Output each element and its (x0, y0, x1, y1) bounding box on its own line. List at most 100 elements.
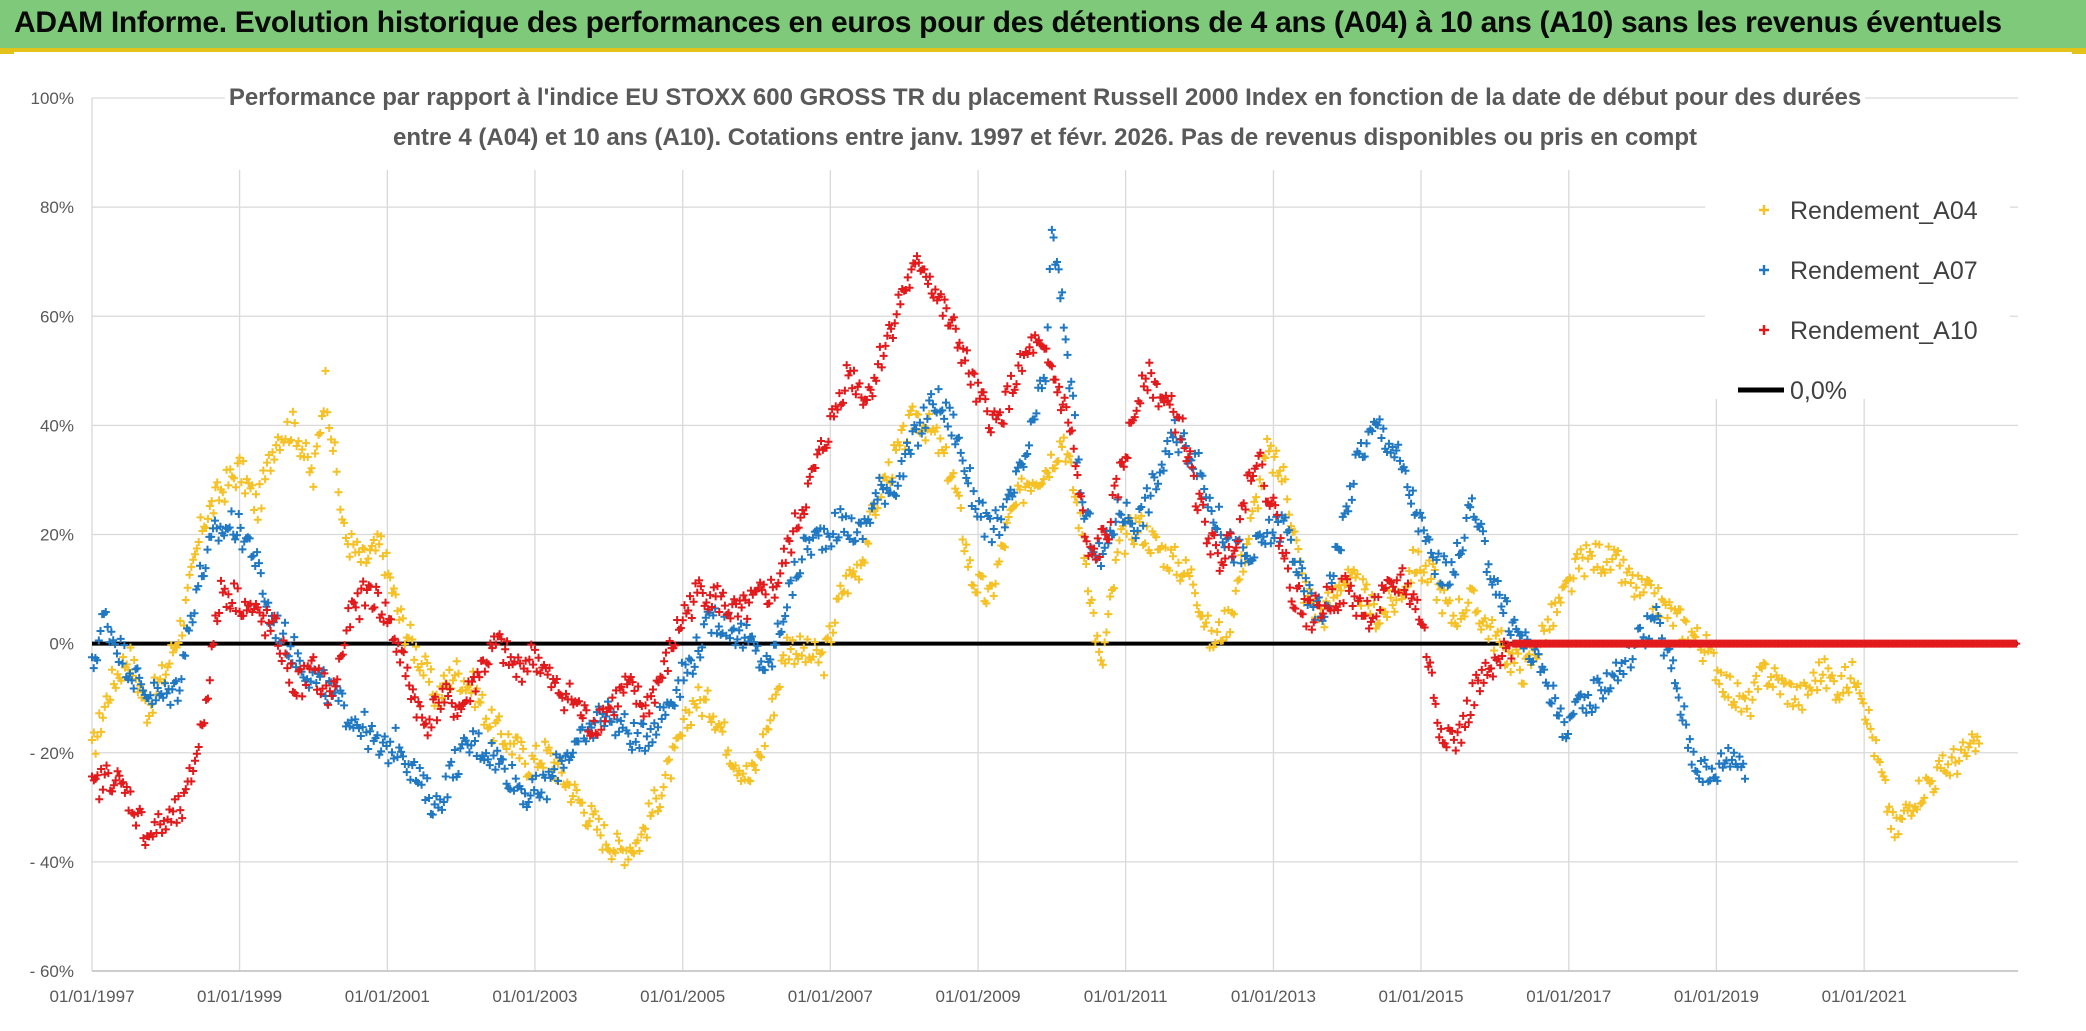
data-point (565, 679, 574, 688)
data-point (1563, 730, 1572, 739)
data-point (1141, 493, 1150, 502)
data-point (1248, 471, 1257, 480)
data-point (1104, 610, 1113, 619)
data-point (1709, 648, 1718, 657)
data-point (962, 346, 971, 355)
y-tick-label: 60% (40, 307, 74, 326)
data-point (1718, 688, 1727, 697)
data-point (146, 691, 155, 700)
data-point (325, 687, 334, 696)
data-point (1001, 387, 1010, 396)
data-point (596, 831, 605, 840)
data-point (543, 670, 552, 679)
data-point (444, 691, 453, 700)
data-point (850, 366, 859, 375)
data-point (941, 443, 950, 452)
data-point (737, 603, 746, 612)
data-point (526, 791, 535, 800)
data-point (1619, 555, 1628, 564)
data-point (965, 556, 974, 565)
data-point (1000, 523, 1009, 532)
data-point (1432, 555, 1441, 564)
data-point (839, 398, 848, 407)
data-point (513, 733, 522, 742)
data-point (1309, 618, 1318, 627)
data-point (1920, 793, 1929, 802)
data-point (1202, 539, 1211, 548)
data-point (344, 604, 353, 613)
data-point (1362, 580, 1371, 589)
data-point (256, 569, 265, 578)
data-point (657, 791, 666, 800)
data-point (801, 534, 810, 543)
data-point (1199, 500, 1208, 509)
data-point (1025, 441, 1034, 450)
data-point (816, 437, 825, 446)
data-point (1203, 503, 1212, 512)
data-point (811, 464, 820, 473)
data-point (620, 861, 629, 870)
data-point (956, 503, 965, 512)
data-point (355, 615, 364, 624)
data-point (216, 576, 225, 585)
data-point (1368, 427, 1377, 436)
data-point (940, 414, 949, 423)
data-point (642, 732, 651, 741)
data-point (332, 467, 341, 476)
data-point (774, 578, 783, 587)
data-point (613, 715, 622, 724)
data-point (635, 847, 644, 856)
data-point (1606, 565, 1615, 574)
data-point (1266, 539, 1275, 548)
data-point (405, 681, 414, 690)
data-point (989, 525, 998, 534)
data-point (1469, 586, 1478, 595)
data-point (1363, 596, 1372, 605)
data-point (1392, 576, 1401, 585)
data-point (626, 843, 635, 852)
data-point (568, 748, 577, 757)
data-point (1274, 471, 1283, 480)
data-point (687, 613, 696, 622)
data-point (891, 491, 900, 500)
data-point (1373, 421, 1382, 430)
data-point (1032, 409, 1041, 418)
data-point (1167, 391, 1176, 400)
data-point (1507, 654, 1516, 663)
data-point (1842, 683, 1851, 692)
data-point (834, 533, 843, 542)
data-point (773, 619, 782, 628)
data-point (820, 671, 829, 680)
data-point (264, 598, 273, 607)
data-point (945, 403, 954, 412)
data-point (233, 584, 242, 593)
data-point (1037, 384, 1046, 393)
data-point (290, 418, 299, 427)
data-point (126, 643, 135, 652)
data-point (480, 720, 489, 729)
data-point (228, 599, 237, 608)
data-point (1235, 515, 1244, 524)
data-point (971, 504, 980, 513)
data-point (562, 689, 571, 698)
data-point (947, 431, 956, 440)
data-point (888, 333, 897, 342)
data-point (1002, 518, 1011, 527)
data-point (141, 841, 150, 850)
data-point (1368, 614, 1377, 623)
data-point (1626, 663, 1635, 672)
data-point (1213, 549, 1222, 558)
data-point (1652, 602, 1661, 611)
data-point (934, 385, 943, 394)
chart-title: Performance par rapport à l'indice EU ST… (225, 76, 1865, 170)
data-point (626, 673, 635, 682)
data-point (1886, 824, 1895, 833)
data-point (1912, 805, 1921, 814)
data-point (600, 821, 609, 830)
data-point (912, 252, 921, 261)
data-point (213, 478, 222, 487)
data-point (120, 788, 129, 797)
data-point (103, 622, 112, 631)
data-point (1650, 589, 1659, 598)
page-title: ADAM Informe. Evolution historique des p… (14, 6, 2002, 39)
